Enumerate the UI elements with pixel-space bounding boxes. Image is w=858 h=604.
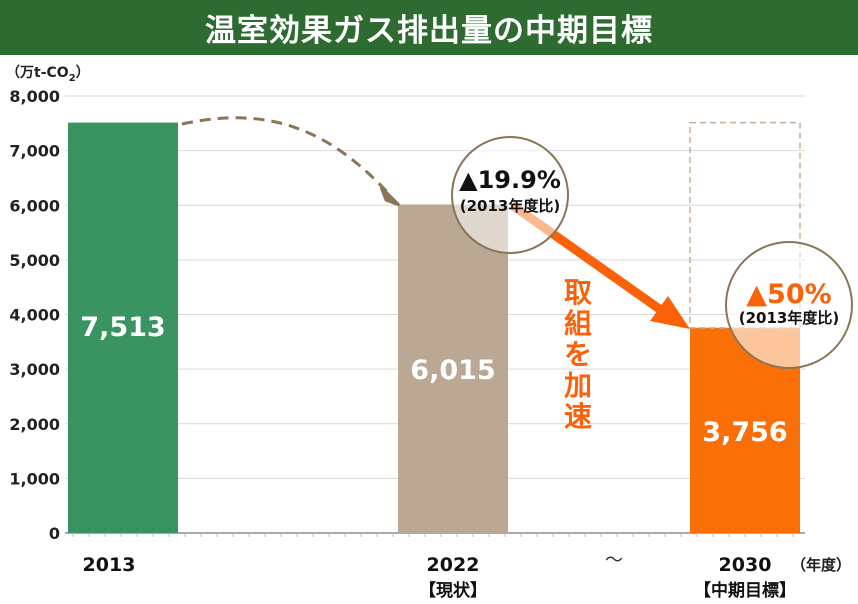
reduction-2030-circle (725, 241, 853, 369)
x-category-note: 【現状】 (419, 580, 487, 601)
bar-2022 (398, 204, 508, 534)
x-category-label: 2030 (719, 554, 772, 576)
reduction-2030-percent: ▲50% (746, 279, 831, 310)
x-category-label: 2013 (83, 554, 136, 576)
y-axis-unit-label: （万t-CO2） (6, 62, 90, 84)
bar-value-label: 6,015 (410, 355, 495, 386)
x-axis-unit-label: （年度） (791, 556, 851, 574)
reduction-2022-percent: ▲19.9% (459, 166, 561, 194)
y-unit-prefix: （万t-CO (6, 65, 69, 81)
accelerate-text-char: を (564, 338, 592, 371)
reduction-arrowhead (650, 296, 690, 329)
y-tick-label: 1,000 (9, 469, 60, 488)
x-category-note: 【中期目標】 (694, 580, 796, 601)
y-tick-label: 0 (49, 524, 60, 543)
bar-2013 (68, 122, 178, 534)
x-category-label: 2022 (427, 554, 480, 576)
y-unit-subscript: 2 (68, 72, 76, 84)
reduction-2022-basis: (2013年度比) (460, 197, 560, 215)
chart-title: 温室効果ガス排出量の中期目標 (205, 13, 653, 49)
y-tick-label: 6,000 (9, 196, 60, 215)
accelerate-text-char: 組 (564, 307, 592, 340)
accelerate-text-char: 加 (564, 369, 592, 402)
y-tick-label: 8,000 (9, 87, 60, 106)
accelerate-text-char: 取 (564, 276, 592, 309)
bar-value-label: 3,756 (702, 417, 787, 448)
title-bar: 温室効果ガス排出量の中期目標 (0, 0, 858, 55)
transition-arrow-curve (181, 116, 392, 197)
y-tick-label: 3,000 (9, 360, 60, 379)
reduction-2022-circle (451, 136, 569, 254)
y-tick-label: 4,000 (9, 306, 60, 325)
y-tick-label: 5,000 (9, 251, 60, 270)
y-unit-suffix: ） (75, 65, 90, 81)
accelerate-text-char: 速 (564, 400, 592, 433)
reduction-2030-basis: (2013年度比) (739, 309, 839, 327)
y-tick-label: 2,000 (9, 415, 60, 434)
bar-value-label: 7,513 (80, 312, 165, 343)
y-tick-label: 7,000 (9, 142, 60, 161)
transition-arrowhead (379, 185, 401, 207)
range-tilde: ～ (605, 550, 623, 571)
